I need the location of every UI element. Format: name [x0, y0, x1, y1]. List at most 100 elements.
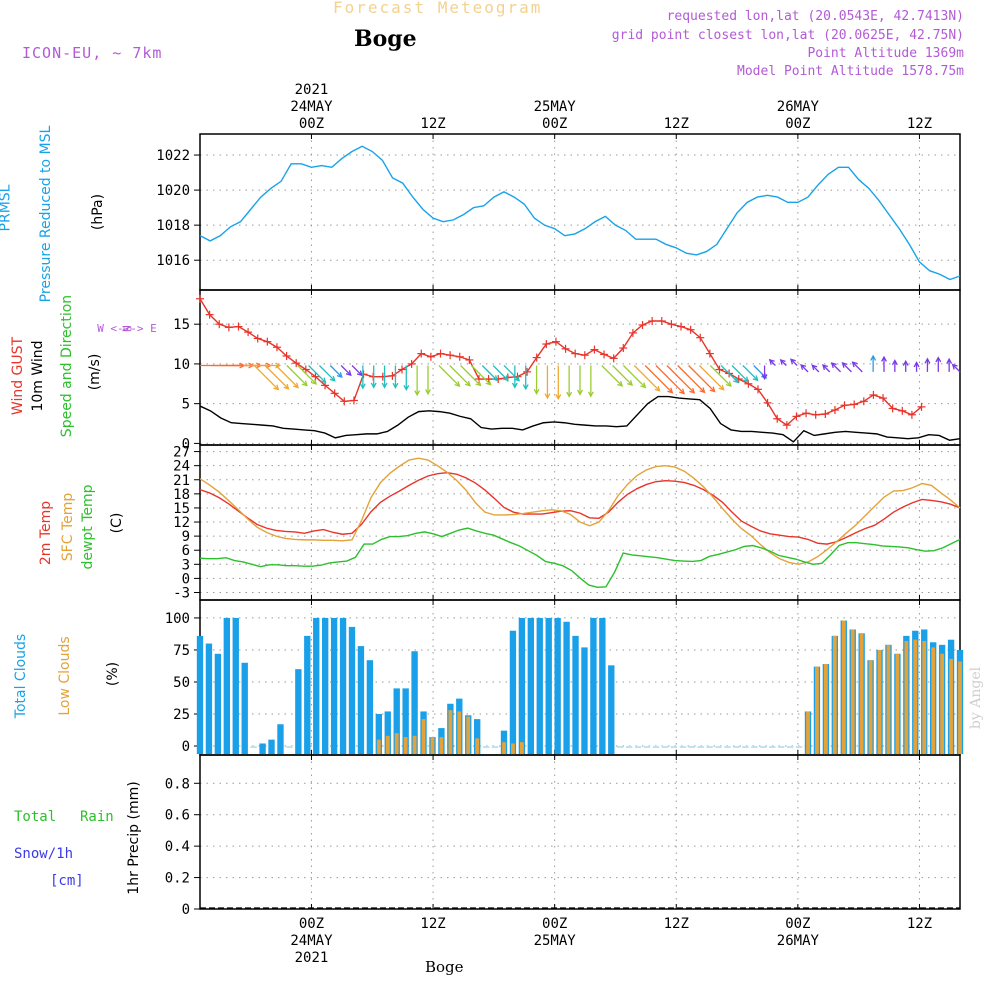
wind-direction-arrow	[698, 365, 725, 391]
low-cloud-bar	[886, 644, 891, 755]
arrow-shaft	[253, 365, 279, 390]
total-cloud-bar	[751, 746, 758, 749]
arrow-head	[811, 364, 818, 371]
gust-marker	[436, 349, 445, 358]
arrow-shaft	[612, 365, 633, 386]
wind-direction-arrow	[902, 359, 909, 372]
arrow-head	[555, 394, 562, 401]
arrow-head	[522, 384, 529, 391]
low-cloud-bar	[931, 647, 936, 755]
total-cloud-bar	[590, 617, 597, 755]
temp-2m-line	[199, 472, 961, 545]
gust-marker	[869, 390, 878, 399]
requested-coords: requested lon,lat (20.0543E, 42.7413N)	[666, 9, 964, 24]
total-cloud-bar	[527, 617, 535, 755]
wind-direction-arrow	[666, 365, 696, 394]
total-cloud-bar	[232, 617, 239, 755]
arrow-head	[587, 391, 594, 398]
y-tick-label: 18	[173, 487, 190, 503]
total-cloud-bar	[259, 743, 266, 755]
y-tick-label: 9	[182, 529, 190, 545]
gust-marker	[715, 365, 724, 374]
bottom-time-label: 26MAY	[777, 933, 820, 949]
y-tick-label: 100	[165, 611, 190, 627]
low-cloud-bar	[922, 640, 927, 755]
gust-marker	[879, 394, 888, 403]
bottom-time-label: 24MAY	[290, 933, 333, 949]
arrow-shaft	[644, 365, 673, 394]
total-cloud-bar	[339, 617, 347, 755]
arrow-head	[511, 382, 518, 389]
arrow-shaft	[677, 365, 705, 393]
wind-direction-arrow	[688, 365, 716, 393]
total-cloud-bar	[402, 688, 409, 755]
top-time-label: 00Z	[542, 116, 567, 132]
gust-marker	[571, 349, 580, 358]
bottom-time-label: 2021	[295, 950, 329, 966]
wind-direction-arrow	[822, 364, 831, 373]
top-time-label: 24MAY	[290, 99, 333, 115]
gust-marker	[619, 344, 628, 353]
gust-marker	[224, 323, 233, 332]
y-tick-label: 27	[173, 445, 190, 461]
gust-marker	[840, 401, 849, 410]
gust-marker	[628, 328, 637, 337]
low-cloud-bar	[439, 737, 444, 755]
wind-direction-arrow	[891, 359, 898, 372]
arrow-head	[924, 357, 931, 364]
total-cloud-bar	[643, 746, 651, 749]
total-cloud-bar	[313, 617, 320, 755]
arrow-shaft	[720, 365, 739, 383]
gust-marker	[657, 317, 666, 325]
total-cloud-bar	[634, 746, 642, 749]
gust-marker	[677, 322, 686, 331]
arrow-head	[370, 382, 377, 389]
gust-marker	[590, 345, 599, 354]
arrow-shaft	[698, 365, 725, 391]
total-cloud-bar	[769, 746, 776, 749]
wind-direction-arrow	[503, 365, 521, 382]
arrow-shaft	[275, 365, 299, 388]
wind-direction-arrow	[851, 361, 863, 373]
gust-marker	[638, 320, 647, 329]
total-cloud-bar	[277, 724, 284, 755]
low-cloud-bar	[385, 735, 390, 755]
gust-marker	[561, 344, 570, 353]
arrow-head	[951, 363, 958, 370]
arrow-head	[822, 364, 828, 371]
wind-direction-arrow	[789, 358, 798, 366]
arrow-head	[946, 357, 953, 364]
top-time-label: 00Z	[299, 116, 324, 132]
total-cloud-bar	[652, 746, 660, 749]
low-cloud-bar	[421, 719, 426, 755]
arrow-head	[392, 382, 399, 389]
arrow-head	[667, 387, 674, 394]
total-cloud-bar	[482, 746, 490, 749]
arrow-head	[293, 382, 299, 389]
gust-marker	[215, 320, 224, 329]
wind-direction-arrow	[264, 365, 290, 390]
wind-direction-arrow	[381, 365, 388, 389]
dewpoint-line	[199, 527, 961, 589]
wind-direction-arrow	[731, 365, 749, 383]
total-cloud-bar	[473, 719, 481, 755]
arrow-head	[718, 384, 725, 391]
total-cloud-bar	[679, 746, 687, 749]
low-cloud-bar	[949, 658, 953, 755]
wind-direction-arrow	[286, 365, 308, 387]
arrow-shaft	[688, 365, 716, 392]
total-cloud-bar	[304, 635, 311, 755]
y-tick-label: 1020	[156, 183, 190, 199]
arrow-head	[356, 370, 363, 377]
bottom-time-label: 12Z	[420, 916, 445, 932]
total-cloud-bar	[286, 746, 293, 749]
arrow-head	[789, 358, 796, 365]
gust-marker	[349, 396, 358, 405]
total-cloud-bar	[554, 617, 561, 755]
low-cloud-bar	[448, 710, 453, 755]
low-cloud-bar	[475, 738, 480, 755]
bottom-time-label: 00Z	[785, 916, 810, 932]
y-tick-label: 0	[182, 436, 190, 452]
wind-direction-arrow	[425, 365, 431, 396]
